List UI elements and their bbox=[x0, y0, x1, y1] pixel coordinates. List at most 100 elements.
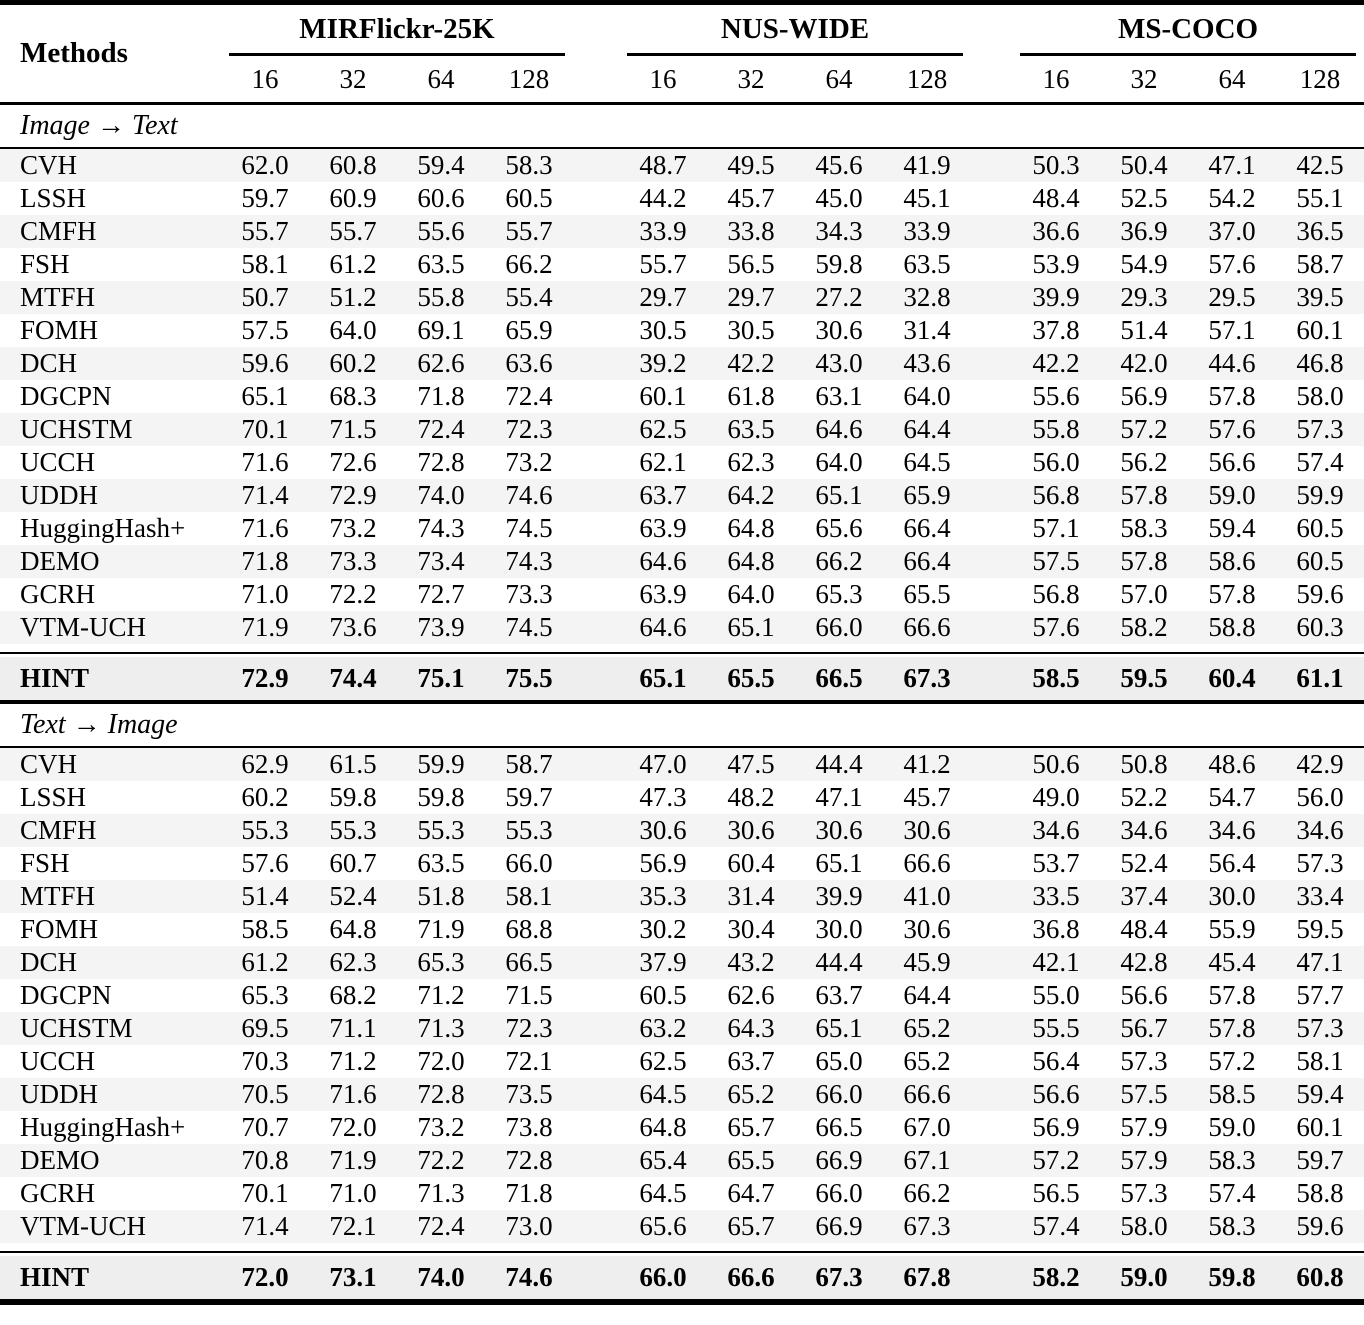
map-value-cell: 68.2 bbox=[329, 980, 377, 1010]
map-value-cell: 55.1 bbox=[1296, 183, 1344, 213]
map-value-cell: 72.3 bbox=[485, 413, 574, 446]
map-value-cell: 73.3 bbox=[309, 545, 397, 578]
map-value-cell: 62.3 bbox=[309, 946, 397, 979]
group-gap-cell bbox=[573, 380, 619, 413]
map-value-cell: 65.2 bbox=[903, 1046, 951, 1076]
map-value-cell: 29.7 bbox=[619, 281, 708, 314]
method-name: UCHSTM bbox=[0, 1012, 221, 1045]
map-value-cell: 33.9 bbox=[619, 215, 708, 248]
map-value-cell: 66.5 bbox=[485, 946, 574, 979]
map-value-cell: 47.1 bbox=[815, 782, 863, 812]
map-value-cell: 37.0 bbox=[1188, 215, 1277, 248]
method-name: UDDH bbox=[0, 479, 221, 512]
map-value-cell: 44.6 bbox=[1188, 347, 1277, 380]
map-value-cell: 68.3 bbox=[329, 381, 377, 411]
map-value-cell: 73.3 bbox=[505, 579, 553, 609]
map-value-cell: 29.3 bbox=[1100, 281, 1189, 314]
map-value-cell: 59.0 bbox=[1100, 1256, 1189, 1302]
map-value-cell: 30.5 bbox=[727, 315, 775, 345]
map-value-cell: 63.7 bbox=[727, 1046, 775, 1076]
map-value-cell: 72.7 bbox=[417, 579, 465, 609]
map-value-cell: 66.0 bbox=[505, 848, 553, 878]
group-gap-cell bbox=[573, 578, 619, 611]
map-value-cell: 72.9 bbox=[309, 479, 397, 512]
map-value-cell: 66.0 bbox=[619, 1256, 708, 1302]
map-value-cell: 71.3 bbox=[417, 1178, 465, 1208]
map-value-cell: 69.1 bbox=[417, 315, 465, 345]
map-value-cell: 56.5 bbox=[1032, 1178, 1080, 1208]
map-value-cell: 37.9 bbox=[619, 946, 708, 979]
bit-width-header: 64 bbox=[397, 56, 485, 105]
map-value-cell: 60.7 bbox=[329, 848, 377, 878]
method-name: DCH bbox=[0, 347, 221, 380]
map-value-cell: 56.4 bbox=[1208, 848, 1256, 878]
group-gap-cell bbox=[573, 182, 619, 215]
group-gap-cell bbox=[573, 747, 620, 781]
map-value-cell: 57.3 bbox=[1296, 848, 1344, 878]
table-row: UCHSTM 69.5 71.1 71.3 72.3 63.2 64.3 65.1 65.2 55… bbox=[0, 1012, 1364, 1045]
map-value-cell: 71.2 bbox=[329, 1046, 377, 1076]
map-value-cell: 64.6 bbox=[619, 611, 708, 644]
map-value-cell: 65.9 bbox=[883, 479, 972, 512]
map-value-cell: 65.3 bbox=[815, 579, 863, 609]
map-value-cell: 56.0 bbox=[1296, 782, 1344, 812]
group-gap-cell bbox=[573, 946, 620, 979]
map-value-cell: 58.5 bbox=[241, 914, 289, 944]
map-value-cell: 61.1 bbox=[1276, 657, 1364, 704]
map-value-cell: 58.3 bbox=[1188, 1210, 1277, 1243]
map-value-cell: 67.1 bbox=[883, 1144, 972, 1177]
group-gap-cell bbox=[573, 880, 620, 913]
group-gap-cell bbox=[573, 215, 620, 248]
map-value-cell: 73.2 bbox=[505, 447, 553, 477]
map-value-cell: 57.2 bbox=[1012, 1144, 1101, 1177]
map-value-cell: 60.3 bbox=[1276, 611, 1364, 644]
table-row: HuggingHash+ 70.7 72.0 73.2 73.8 64.8 65.7 66.5… bbox=[0, 1111, 1364, 1144]
map-value-cell: 67.8 bbox=[883, 1256, 972, 1302]
map-value-cell: 58.5 bbox=[1012, 657, 1101, 704]
map-value-cell: 55.7 bbox=[639, 249, 687, 279]
map-value-cell: 65.1 bbox=[795, 1012, 884, 1045]
method-name: CVH bbox=[0, 747, 221, 781]
table-row: DEMO 70.8 71.9 72.2 72.8 65.4 65.5 66.9 67.1 57.2… bbox=[0, 1144, 1364, 1177]
map-value-cell: 62.6 bbox=[397, 347, 485, 380]
map-value-cell: 59.9 bbox=[1276, 479, 1364, 512]
map-value-cell: 57.2 bbox=[1208, 1046, 1256, 1076]
map-value-cell: 56.5 bbox=[727, 249, 775, 279]
map-value-cell: 48.4 bbox=[1120, 914, 1168, 944]
bit-width-header: 16 bbox=[221, 56, 309, 105]
map-value-cell: 65.7 bbox=[727, 1112, 775, 1142]
table-row: GCRH 70.1 71.0 71.3 71.8 64.5 64.7 66.0 66.2 56.5… bbox=[0, 1177, 1364, 1210]
group-gap-cell bbox=[573, 781, 619, 814]
map-value-cell: 67.3 bbox=[883, 657, 972, 704]
map-value-cell: 57.8 bbox=[1208, 980, 1256, 1010]
map-value-cell: 73.8 bbox=[505, 1112, 553, 1142]
map-value-cell: 60.5 bbox=[1296, 513, 1344, 543]
map-value-cell: 65.5 bbox=[903, 579, 951, 609]
map-value-cell: 57.5 bbox=[1100, 1078, 1189, 1111]
method-name: UCHSTM bbox=[0, 413, 221, 446]
map-value-cell: 60.5 bbox=[505, 183, 553, 213]
table-row: UCCH 70.3 71.2 72.0 72.1 62.5 63.7 65.0 65.2 56.4… bbox=[0, 1045, 1364, 1078]
map-value-cell: 71.1 bbox=[309, 1012, 397, 1045]
map-value-cell: 39.2 bbox=[619, 347, 708, 380]
map-value-cell: 51.4 bbox=[1120, 315, 1168, 345]
group-gap-cell bbox=[971, 314, 1012, 347]
dataset-name: MS-COCO bbox=[1117, 13, 1259, 45]
group-gap-cell bbox=[573, 1144, 620, 1177]
group-gap-cell bbox=[573, 611, 620, 644]
map-value-cell: 66.0 bbox=[795, 611, 884, 644]
map-value-cell: 63.5 bbox=[903, 249, 951, 279]
header-row-datasets: Methods MIRFlickr-25K NUS-WIDE MS-COCO bbox=[0, 2, 1364, 105]
map-value-cell: 70.1 bbox=[241, 1178, 289, 1208]
method-name: FOMH bbox=[20, 315, 99, 345]
map-value-cell: 57.8 bbox=[1208, 381, 1256, 411]
map-value-cell: 64.4 bbox=[903, 980, 951, 1010]
map-value-cell: 75.1 bbox=[397, 657, 485, 704]
table-row: CMFH 55.3 55.3 55.3 55.3 30.6 30.6 30.6 30.6 34.6… bbox=[0, 814, 1364, 847]
map-value-cell: 63.5 bbox=[417, 249, 465, 279]
map-value-cell: 53.7 bbox=[1032, 848, 1080, 878]
bit-width-header: 16 bbox=[1012, 56, 1101, 105]
map-value-cell: 70.5 bbox=[221, 1078, 309, 1111]
map-value-cell: 65.5 bbox=[707, 1144, 796, 1177]
map-value-cell: 55.6 bbox=[397, 215, 485, 248]
